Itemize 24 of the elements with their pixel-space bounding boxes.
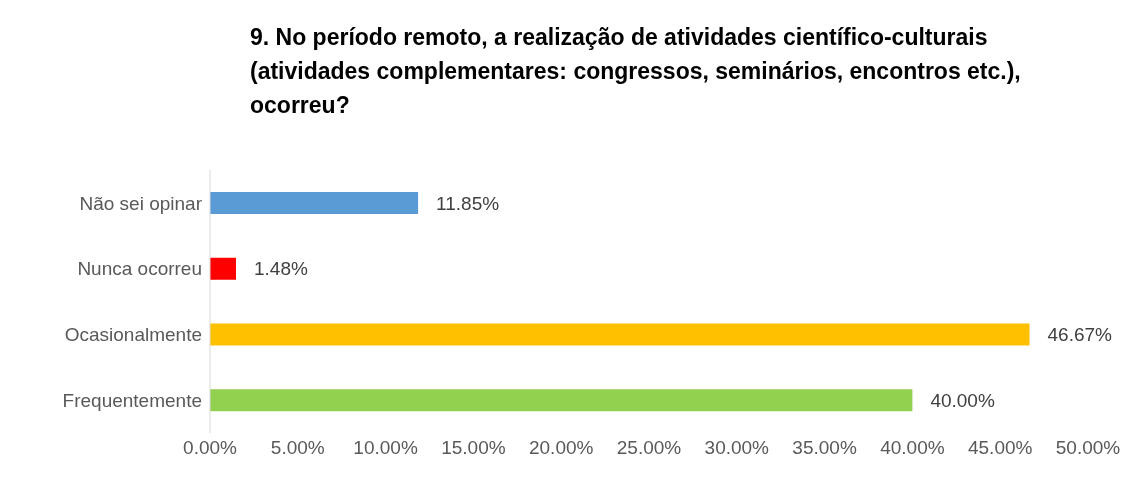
bar xyxy=(210,257,236,280)
data-label: 46.67% xyxy=(1047,324,1113,346)
x-tick-label: 5.00% xyxy=(270,437,325,459)
x-tick-label: 25.00% xyxy=(616,437,682,459)
data-label: 1.48% xyxy=(253,258,308,280)
bar xyxy=(210,323,1030,346)
y-tick-label: Ocasionalmente xyxy=(64,324,202,346)
x-tick-label: 15.00% xyxy=(441,437,506,459)
bar xyxy=(210,389,913,412)
bar xyxy=(210,192,419,214)
x-tick-label: 50.00% xyxy=(1055,437,1121,459)
x-tick-label: 45.00% xyxy=(967,437,1033,459)
x-tick-label: 30.00% xyxy=(704,437,770,459)
chart-title: 9. No período remoto, a realização de atividades científico-culturais (atividades complementares: congressos, seminários, encontros etc.), ocorreu? xyxy=(250,23,1022,120)
x-tick-label: 40.00% xyxy=(880,437,945,459)
y-tick-label: Nunca ocorreu xyxy=(77,258,202,280)
data-label: 40.00% xyxy=(930,389,995,411)
x-tick-label: 35.00% xyxy=(792,437,857,459)
data-label: 11.85% xyxy=(436,192,500,214)
x-tick-label: 10.00% xyxy=(353,437,418,459)
y-tick-label: Não sei opinar xyxy=(79,192,203,214)
x-tick-label: 20.00% xyxy=(528,437,594,459)
x-tick-label: 0.00% xyxy=(183,437,238,459)
y-tick-label: Frequentemente xyxy=(62,389,202,411)
